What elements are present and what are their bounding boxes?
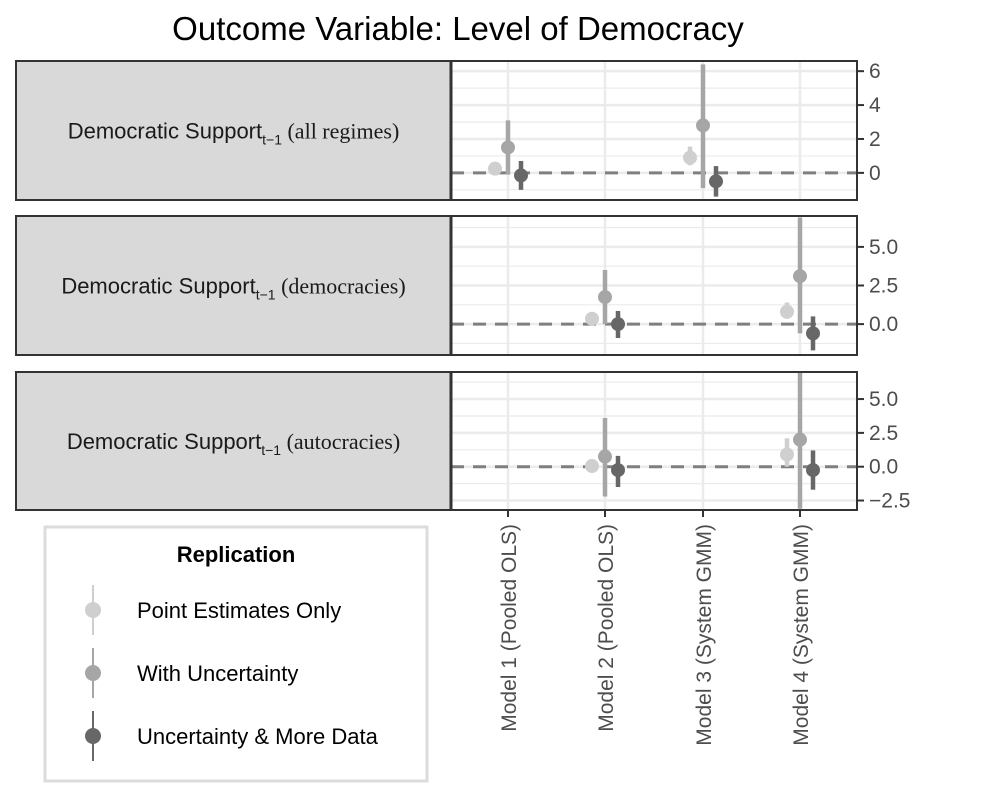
legend-key-point [85, 665, 101, 681]
x-tick-label: Model 1 (Pooled OLS) [498, 524, 521, 732]
facet-strip-label: Democratic Supportt−1 (autocracies) [67, 429, 400, 458]
legend-key-point [85, 602, 101, 618]
legend-item: Point Estimates Only [85, 585, 341, 635]
y-tick-label: 5.0 [869, 388, 898, 411]
point-with-uncertainty [793, 432, 807, 447]
facet-strip-label: Democratic Supportt−1 (all regimes) [68, 119, 400, 148]
y-tick-label: 4 [869, 94, 881, 117]
point-point-estimates-only [780, 447, 794, 462]
y-tick-label: 6 [869, 60, 881, 83]
point-uncertainty-more-data [709, 174, 723, 189]
strip-label-main: Democratic Support [68, 119, 262, 144]
point-point-estimates-only [585, 311, 599, 326]
y-tick-label: 2 [869, 128, 881, 151]
strip-label-group: (democracies) [276, 274, 406, 299]
point-with-uncertainty [696, 118, 710, 133]
strip-label-subscript: t−1 [261, 442, 281, 458]
chart-title: Outcome Variable: Level of Democracy [172, 10, 744, 47]
point-point-estimates-only [488, 161, 502, 176]
facet-panel: Democratic Supportt−1 (all regimes) 0 2 4 6 [15, 60, 881, 201]
y-tick-label: 0 [869, 162, 881, 185]
legend: Replication Point Estimates Only With Unc… [43, 525, 429, 783]
y-tick-label: 2.5 [869, 275, 898, 298]
strip-label-group: (autocracies) [281, 429, 400, 454]
facet-strip [15, 60, 452, 201]
panel-background [451, 61, 857, 200]
legend-item: With Uncertainty [85, 648, 298, 698]
legend-item-label: Point Estimates Only [137, 598, 341, 623]
point-uncertainty-more-data [514, 168, 528, 183]
point-with-uncertainty [598, 290, 612, 305]
x-tick-label: Model 4 (System GMM) [790, 524, 813, 746]
x-axis: Model 1 (Pooled OLS) Model 2 (Pooled OLS)… [498, 510, 813, 746]
point-with-uncertainty [501, 140, 515, 155]
strip-label-main: Democratic Support [67, 429, 261, 454]
legend-item: Uncertainty & More Data [85, 711, 379, 761]
y-tick-label: 5.0 [869, 236, 898, 259]
legend-title: Replication [177, 542, 296, 567]
facet-panel: Democratic Supportt−1 (autocracies) −2.5 0… [15, 371, 910, 513]
y-tick-label: 0.0 [869, 456, 898, 479]
facet-strip-label: Democratic Supportt−1 (democracies) [61, 274, 405, 303]
strip-label-subscript: t−1 [262, 132, 282, 148]
point-uncertainty-more-data [611, 463, 625, 478]
y-tick-label: −2.5 [869, 490, 910, 513]
x-tick-label: Model 2 (Pooled OLS) [595, 524, 618, 732]
facet-panel: Democratic Supportt−1 (democracies) 0.0 2.… [15, 215, 898, 356]
y-tick-label: 0.0 [869, 313, 898, 336]
legend-key-point [85, 728, 101, 744]
facet-strip [15, 371, 452, 511]
legend-item-label: Uncertainty & More Data [137, 724, 379, 749]
point-uncertainty-more-data [806, 463, 820, 478]
legend-item-label: With Uncertainty [137, 661, 298, 686]
strip-label-subscript: t−1 [256, 287, 276, 303]
strip-label-group: (all regimes) [282, 119, 399, 144]
point-with-uncertainty [598, 449, 612, 464]
point-with-uncertainty [793, 269, 807, 284]
panel-background [451, 372, 857, 510]
legend-box [43, 525, 429, 783]
x-tick-label: Model 3 (System GMM) [693, 524, 716, 746]
point-point-estimates-only [585, 459, 599, 474]
facet-strip [15, 215, 452, 356]
strip-label-main: Democratic Support [61, 274, 255, 299]
point-uncertainty-more-data [611, 317, 625, 332]
point-uncertainty-more-data [806, 326, 820, 341]
point-point-estimates-only [780, 304, 794, 319]
y-tick-label: 2.5 [869, 422, 898, 445]
point-point-estimates-only [683, 150, 697, 165]
facet-panels: Democratic Supportt−1 (all regimes)0246D… [15, 60, 910, 513]
